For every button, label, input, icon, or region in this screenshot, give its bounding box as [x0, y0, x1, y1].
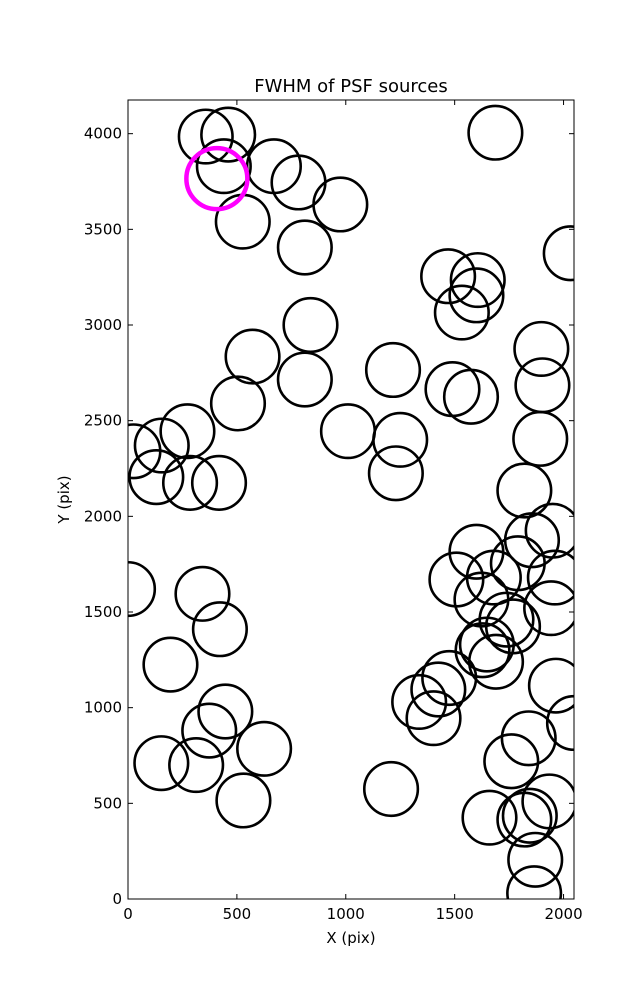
source-circle [181, 702, 238, 759]
source-circle [458, 616, 515, 673]
x-axis-label: X (pix) [326, 929, 375, 947]
source-circle [128, 449, 185, 506]
source-circle [142, 636, 199, 693]
source-circle [391, 673, 448, 731]
source-circle [245, 138, 302, 195]
source-circle [467, 104, 524, 161]
y-ticks: 0 500 1000 1500 2000 2500 3000 3500 4000 [84, 125, 574, 908]
source-circle [542, 225, 574, 282]
y-tick-label: 0 [112, 890, 122, 908]
source-circle [200, 106, 257, 163]
y-axis-label: Y (pix) [55, 475, 73, 524]
source-circle [461, 789, 518, 846]
x-tick-label: 2000 [544, 905, 582, 923]
source-circle [133, 417, 190, 474]
source-circle [319, 403, 377, 460]
y-tick-label: 1000 [84, 699, 122, 717]
y-tick-label: 3000 [84, 316, 122, 334]
source-circle [372, 411, 429, 468]
source-circle [367, 445, 424, 502]
source-circle [174, 565, 231, 622]
source-circle [177, 108, 234, 165]
highlighted-source-circle [184, 145, 250, 212]
source-circle [276, 219, 333, 276]
source-circle [496, 791, 553, 848]
source-circle [454, 622, 511, 679]
x-tick-label: 1000 [327, 905, 365, 923]
source-circle [442, 368, 500, 425]
plot-frame [127, 99, 575, 900]
source-circle [496, 462, 553, 519]
source-circle [526, 549, 574, 606]
source-circle [500, 710, 557, 767]
source-circle [545, 694, 574, 752]
source-circle [197, 683, 254, 740]
x-tick-label: 1500 [436, 905, 474, 923]
source-circle [506, 865, 563, 899]
source-circle [214, 193, 271, 250]
source-circle [512, 410, 569, 467]
source-circle [449, 251, 506, 309]
source-circle [195, 138, 252, 195]
source-circle [433, 284, 490, 341]
source-circle [191, 601, 248, 658]
y-tick-label: 4000 [84, 125, 122, 143]
source-circle [501, 787, 558, 844]
source-circle [312, 176, 369, 233]
source-circle [420, 248, 477, 305]
y-tick-label: 3500 [84, 220, 122, 238]
source-circle [514, 357, 571, 414]
source-circle [364, 341, 422, 399]
source-circle [209, 375, 267, 432]
source-circle [362, 760, 420, 818]
source-circle [168, 736, 225, 794]
source-circle [133, 735, 190, 792]
source-circle [521, 773, 574, 830]
source-circle [421, 649, 478, 707]
source-circle [190, 454, 248, 511]
source-circle [527, 657, 574, 714]
source-circle [270, 154, 327, 211]
y-tick-label: 1500 [84, 603, 122, 621]
plot-marks [128, 104, 574, 899]
x-ticks: 0 500 1000 1500 2000 [123, 100, 583, 923]
y-tick-label: 2500 [84, 412, 122, 430]
x-tick-label: 0 [123, 905, 133, 923]
source-circle [161, 454, 219, 511]
source-circle [276, 351, 333, 408]
source-circle [410, 661, 467, 718]
chart-title: FWHM of PSF sources [254, 76, 448, 97]
source-circle [236, 720, 293, 777]
source-circle [282, 296, 339, 354]
source-circle [507, 831, 564, 888]
y-tick-label: 2000 [84, 507, 122, 525]
source-circle [524, 502, 574, 559]
source-circle [405, 690, 462, 747]
source-circle [523, 580, 574, 637]
source-circle [483, 733, 540, 790]
source-circle [215, 772, 272, 829]
source-circle [159, 403, 216, 460]
source-circle [513, 320, 570, 378]
x-tick-label: 500 [223, 905, 252, 923]
source-circle [224, 328, 281, 385]
source-circle [128, 560, 157, 618]
source-circle [448, 267, 505, 324]
y-tick-label: 500 [93, 794, 122, 812]
